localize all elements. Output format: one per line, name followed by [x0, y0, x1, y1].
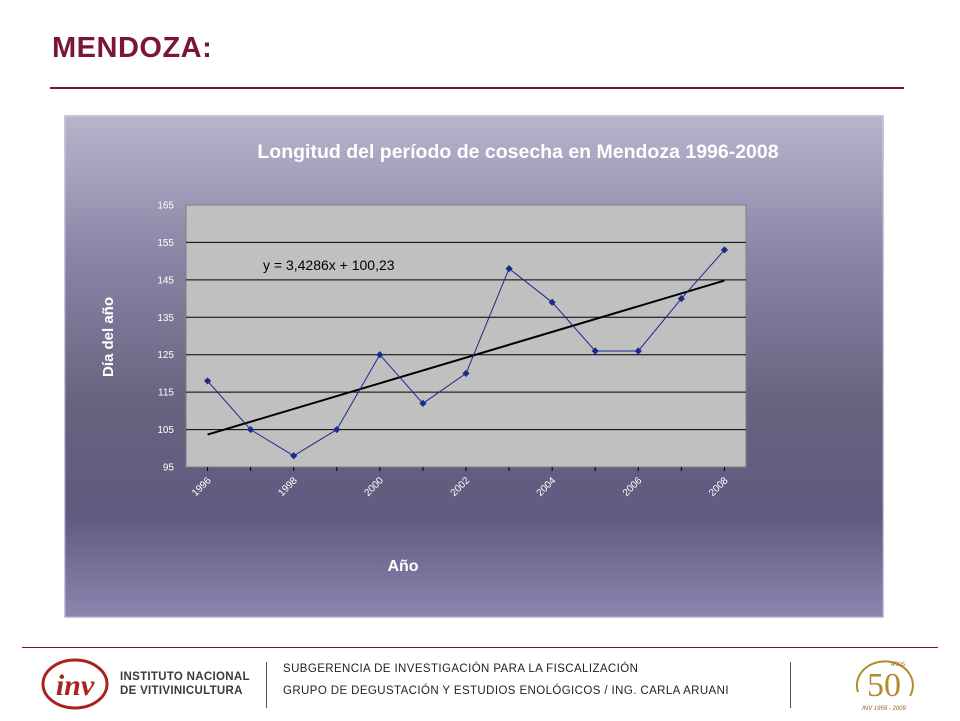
- trendline-group: [207, 279, 725, 436]
- page-title: MENDOZA:: [52, 32, 213, 64]
- anniversary-badge-icon: 50 AÑOS INV 1959 - 2009: [855, 660, 914, 712]
- badge-years: INV 1959 - 2009: [862, 706, 906, 712]
- inv-logo: inv INSTITUTO NACIONAL DE VITIVINICULTUR…: [40, 655, 265, 711]
- data-point: [333, 425, 341, 434]
- data-point: [720, 246, 729, 254]
- y-tick-label: 145: [157, 275, 174, 286]
- data-point: [247, 425, 255, 434]
- trendline: [207, 279, 725, 436]
- data-point: [505, 265, 513, 273]
- plot-area: [185, 204, 747, 468]
- badge-small: AÑOS: [891, 661, 906, 668]
- chart: Longitud del período de cosecha en Mendo…: [100, 141, 779, 575]
- y-tick-label: 135: [157, 313, 174, 324]
- footer-group: GRUPO DE DEGUSTACIÓN Y ESTUDIOS ENOLÓGIC…: [283, 685, 729, 697]
- y-tick-label: 165: [157, 201, 174, 212]
- data-point: [634, 347, 642, 355]
- x-tick-label: 1996: [190, 475, 214, 499]
- inv-logo-text: INSTITUTO NACIONAL DE VITIVINICULTURA: [120, 670, 250, 698]
- y-tick-label: 115: [158, 388, 174, 399]
- y-tick-label: 125: [157, 350, 174, 361]
- y-tick-label: 105: [157, 425, 174, 436]
- data-point: [591, 347, 599, 355]
- data-point: [376, 351, 384, 359]
- footer-separator-left: [266, 662, 267, 708]
- x-tick-label: 2002: [449, 475, 473, 499]
- footer-divider: [22, 647, 938, 648]
- logo-line1: INSTITUTO NACIONAL: [120, 671, 250, 683]
- y-tick-label: 95: [163, 463, 175, 474]
- data-point: [203, 377, 212, 385]
- footer-separator-right: [790, 662, 791, 708]
- x-tick-label: 2008: [707, 475, 731, 499]
- footer-department: SUBGERENCIA DE INVESTIGACIÓN PARA LA FIS…: [283, 663, 639, 675]
- inv-logo-mark: inv: [56, 669, 95, 702]
- x-axis-label: Año: [387, 558, 418, 575]
- x-tick-label: 1998: [276, 475, 300, 499]
- title-divider: [50, 87, 904, 89]
- badge-number: 50: [867, 667, 901, 704]
- chart-panel: Longitud del período de cosecha en Mendo…: [64, 115, 884, 618]
- anniversary-badge: 50 AÑOS INV 1959 - 2009: [848, 652, 920, 716]
- x-tick-label: 2006: [621, 475, 645, 499]
- logo-line2: DE VITIVINICULTURA: [120, 685, 243, 697]
- y-axis-ticks: 95 105 115 125 135 145 155 165: [157, 201, 174, 474]
- inv-logo-icon: inv: [41, 658, 109, 710]
- gridlines: [186, 241, 746, 431]
- data-point: [419, 399, 427, 407]
- x-tick-label: 2000: [362, 475, 386, 499]
- x-axis-ticks: 1996 1998 2000 2002 2004 2006 2008: [190, 467, 731, 499]
- y-tick-label: 155: [157, 238, 174, 249]
- y-axis-label: Día del año: [100, 297, 117, 377]
- trendline-equation: y = 3,4286x + 100,23: [263, 257, 395, 273]
- chart-title: Longitud del período de cosecha en Mendo…: [257, 141, 778, 163]
- x-tick-label: 2004: [535, 475, 559, 499]
